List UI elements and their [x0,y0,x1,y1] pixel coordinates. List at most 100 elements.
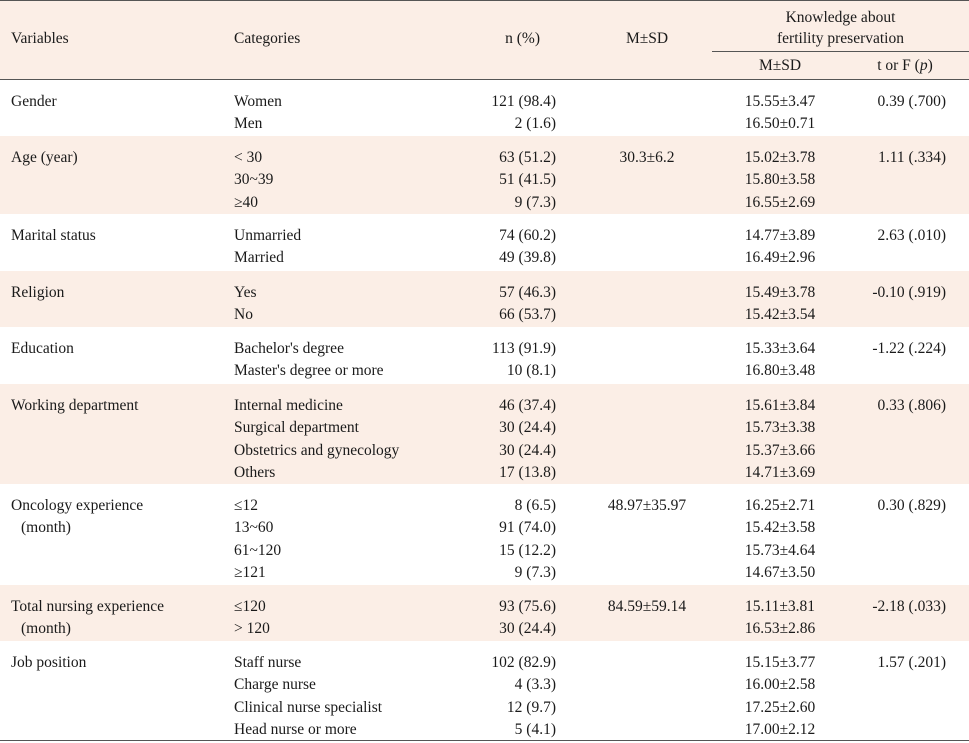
category-label: Master's degree or more [234,362,384,380]
m-sd-cell: 84.59±59.14 [580,596,714,618]
category-label: Yes [234,284,257,301]
category-cell: Unmarried Married [234,225,474,270]
table-row: Religion Yes No 57 (46.3) 66 (53.7) 15.49±3.7… [0,271,969,327]
category-label: 13~60 [234,519,274,537]
n-pct-value: 51 (41.5) [499,171,556,189]
knowledge-m-sd-value: 15.33±3.64 [744,340,816,357]
n-pct-value: 91 (74.0) [499,519,556,537]
variable-label: Marital status [11,227,96,244]
table-row: Education Bachelor's degree Master's degre… [0,327,969,384]
variable-label: Job position [11,654,87,671]
n-pct-value: 30 (24.4) [499,620,556,638]
n-pct-cell: 113 (91.9) 10 (8.1) [440,338,556,383]
knowledge-m-sd-cell: 15.49±3.78 15.42±3.54 [712,282,848,327]
header-knowledge: Knowledge about fertility preservation [712,7,969,49]
category-label: Women [234,93,282,110]
table-header: Variables Categories n (%) M±SD Knowledg… [0,1,969,80]
category-label: Bachelor's degree [234,340,344,357]
knowledge-m-sd-cell: 15.15±3.77 16.00±2.58 17.25±2.60 17.00±2.12 [712,652,848,742]
knowledge-m-sd-value: 16.25±2.71 [744,497,816,514]
knowledge-m-sd-value: 17.00±2.12 [744,721,816,739]
knowledge-m-sd-value: 16.00±2.58 [744,676,816,694]
category-label: < 30 [234,149,263,166]
n-pct-value: 121 (98.4) [491,93,556,110]
n-pct-cell: 63 (51.2) 51 (41.5) 9 (7.3) [440,147,556,214]
top-rule [0,0,969,1]
category-label: No [234,306,253,324]
category-label: Surgical department [234,419,359,437]
table-row: Working department Internal medicine Surgi… [0,384,969,484]
variable-cell: Marital status [11,225,221,247]
category-label: Staff nurse [234,654,302,671]
knowledge-m-sd-cell: 14.77±3.89 16.49±2.96 [712,225,848,270]
n-pct-cell: 8 (6.5) 91 (74.0) 15 (12.2) 9 (7.3) [440,495,556,585]
category-cell: Staff nurse Charge nurse Clinical nurse sp… [234,652,474,742]
category-cell: Bachelor's degree Master's degree or more [234,338,474,383]
knowledge-m-sd-value: 15.73±4.64 [744,541,816,559]
t-or-f-cell: 0.33 (.806) [840,395,946,417]
category-label: Charge nurse [234,676,316,694]
header-knowledge-m-sd: M±SD [758,57,802,74]
m-sd-value: 48.97±35.97 [607,497,687,514]
header-t-or-f-close: ) [927,57,933,74]
header-t-or-f-label: t or F ( [877,57,920,74]
n-pct-cell: 121 (98.4) 2 (1.6) [440,91,556,136]
knowledge-m-sd-cell: 15.33±3.64 16.80±3.48 [712,338,848,383]
n-pct-value: 30 (24.4) [499,441,556,459]
n-pct-cell: 57 (46.3) 66 (53.7) [440,282,556,327]
t-or-f-value: 0.33 (.806) [877,397,946,414]
table-row: Gender Women Men 121 (98.4) 2 (1.6) 15.55±3.4… [0,80,969,136]
t-or-f-value: -0.10 (.919) [872,284,946,301]
variable-cell: Job position [11,652,221,674]
t-or-f-value: -2.18 (.033) [872,598,946,615]
n-pct-value: 93 (75.6) [499,598,556,615]
n-pct-value: 57 (46.3) [499,284,556,301]
variable-label: Education [11,340,74,357]
n-pct-value: 9 (7.3) [514,564,556,582]
n-pct-value: 9 (7.3) [514,193,556,211]
n-pct-value: 17 (13.8) [499,464,556,482]
header-m-sd: M±SD [625,30,669,47]
t-or-f-value: 0.30 (.829) [877,497,946,514]
table-row: Marital status Unmarried Married 74 (60.2) 4… [0,214,969,271]
category-label: ≤120 [234,598,266,615]
category-cell: ≤12 13~60 61~120 ≥121 [234,495,474,585]
t-or-f-value: -1.22 (.224) [872,340,946,357]
knowledge-m-sd-value: 15.42±3.58 [744,519,816,537]
header-p-italic: p [919,57,928,74]
header-n-pct: n (%) [505,30,540,47]
table-row: Oncology experience (month) ≤12 13~60 61~120… [0,484,969,585]
n-pct-cell: 102 (82.9) 4 (3.3) 12 (9.7) 5 (4.1) [440,652,556,742]
header-knowledge-line2: fertility preservation [777,30,904,47]
knowledge-m-sd-value: 14.71±3.69 [744,464,816,482]
knowledge-m-sd-value: 15.80±3.58 [744,171,816,189]
table-row: Age (year) < 30 30~39 ≥40 63 (51.2) 51 (41.5)… [0,136,969,214]
n-pct-value: 10 (8.1) [506,362,556,380]
t-or-f-cell: -2.18 (.033) [840,596,946,618]
category-label: Married [234,249,284,267]
knowledge-m-sd-value: 15.49±3.78 [744,284,816,301]
variable-label: Oncology experience [11,497,144,514]
header-variables: Variables [11,30,69,47]
variable-label: Gender [11,93,57,110]
header-subrule [712,51,969,52]
category-label: Men [234,115,263,133]
header-t-or-f: t or F (p) [850,57,960,75]
bottom-rule [0,740,969,741]
variable-label: Working department [11,397,139,414]
n-pct-cell: 74 (60.2) 49 (39.8) [440,225,556,270]
category-label: 30~39 [234,171,274,189]
m-sd-cell: 48.97±35.97 [580,495,714,517]
knowledge-m-sd-value: 15.55±3.47 [744,93,816,110]
knowledge-m-sd-value: 15.61±3.84 [744,397,816,414]
t-or-f-value: 1.57 (.201) [877,654,946,671]
header-categories: Categories [234,30,301,47]
knowledge-m-sd-cell: 15.55±3.47 16.50±0.71 [712,91,848,136]
category-cell: < 30 30~39 ≥40 [234,147,474,214]
n-pct-value: 63 (51.2) [499,149,556,166]
category-cell: Internal medicine Surgical department Obst… [234,395,474,485]
t-or-f-value: 0.39 (.700) [877,93,946,110]
n-pct-value: 8 (6.5) [514,497,556,514]
variable-label: Religion [11,284,65,301]
